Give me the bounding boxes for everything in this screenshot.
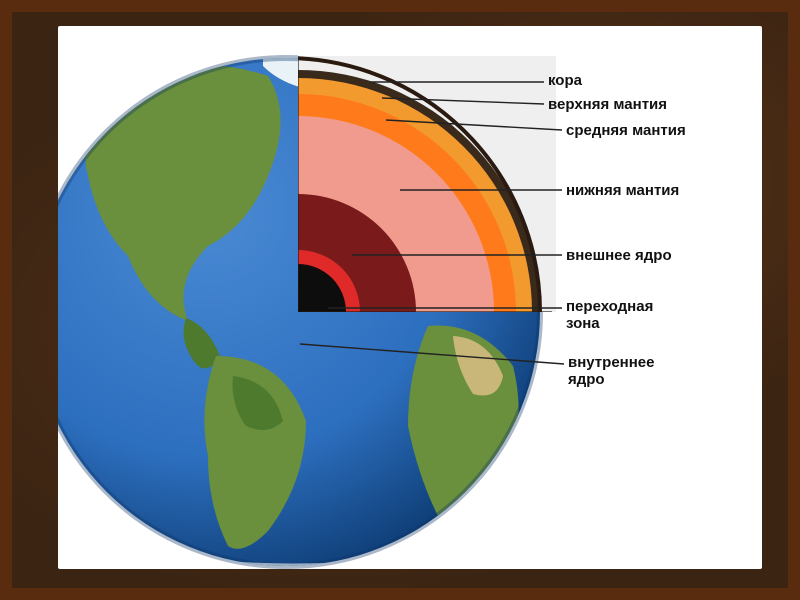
label-transition-zone: переходная зона: [566, 298, 653, 333]
slide-frame: кора верхняя мантия средняя мантия нижня…: [0, 0, 800, 600]
label-inner-core: внутреннее ядро: [568, 354, 654, 389]
label-crust: кора: [548, 72, 582, 89]
diagram-card: кора верхняя мантия средняя мантия нижня…: [58, 26, 762, 569]
label-outer-core: внешнее ядро: [566, 247, 672, 264]
label-upper-mantle: верхняя мантия: [548, 96, 667, 113]
label-middle-mantle: средняя мантия: [566, 122, 686, 139]
label-lower-mantle: нижняя мантия: [566, 182, 679, 199]
